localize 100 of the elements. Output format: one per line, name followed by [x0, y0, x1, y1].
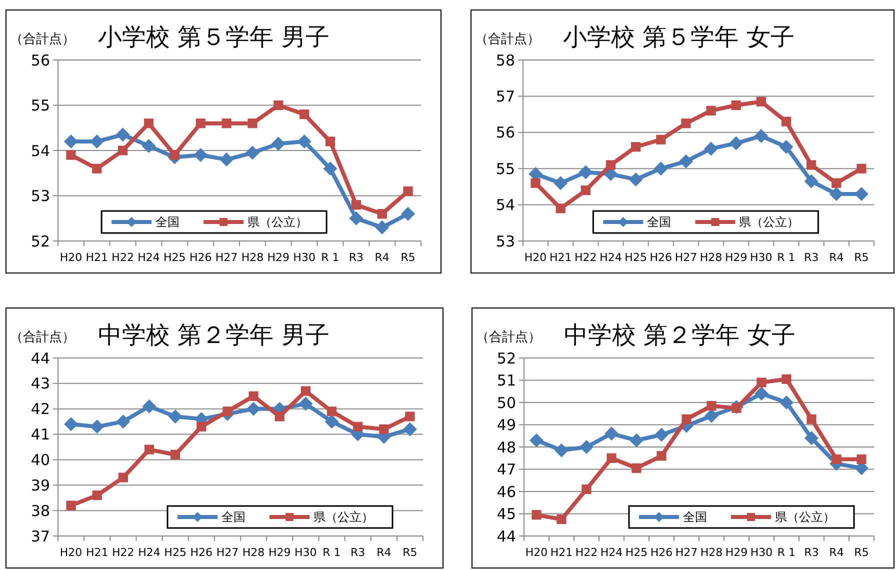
x-tick-label: H28 — [242, 546, 265, 559]
x-tick-label: R4 — [829, 546, 844, 559]
x-tick-label: R5 — [402, 546, 418, 559]
x-tick-label: H27 — [674, 251, 698, 264]
point — [706, 106, 716, 116]
x-tick-label: H25 — [624, 251, 647, 264]
point — [64, 417, 78, 432]
x-tick-label: R3 — [804, 251, 819, 264]
y-tick-label: 44 — [496, 527, 516, 546]
x-tick-label: R3 — [350, 546, 366, 559]
point — [142, 138, 156, 153]
point — [804, 174, 818, 188]
chart-title: 中学校 第２学年 女子 — [564, 321, 796, 349]
point — [324, 414, 339, 429]
point — [116, 128, 130, 142]
point — [274, 100, 284, 110]
point — [754, 386, 768, 401]
point — [351, 200, 361, 210]
legend-label: 全国 — [647, 215, 672, 230]
point — [654, 162, 668, 176]
x-tick-label: H26 — [190, 546, 213, 559]
x-tick-label: H20 — [60, 546, 82, 559]
point — [628, 172, 643, 186]
y-tick-label: 42 — [30, 400, 50, 418]
point — [704, 408, 718, 423]
x-tick-label: H24 — [138, 251, 160, 264]
x-tick-label: H30 — [750, 251, 772, 264]
x-tick-label: H30 — [750, 546, 773, 559]
point — [829, 186, 844, 201]
legend-label: 県（公立） — [248, 215, 308, 230]
point — [780, 396, 794, 410]
x-tick-label: H20 — [525, 546, 548, 559]
x-tick-label: H21 — [549, 251, 572, 264]
point — [271, 136, 286, 151]
x-tick-label: H29 — [724, 251, 748, 264]
x-tick-label: R 1 — [777, 251, 796, 264]
point — [832, 454, 842, 464]
chart-title: 中学校 第２学年 男子 — [98, 321, 330, 349]
point — [604, 426, 618, 441]
y-tick-label: 56 — [496, 124, 515, 142]
point — [856, 164, 866, 174]
legend-label: 県（公立） — [314, 510, 374, 524]
point — [606, 160, 616, 170]
point — [405, 412, 415, 422]
point — [118, 472, 128, 482]
y-axis-title: （合計点） — [10, 32, 75, 47]
point — [274, 412, 284, 422]
point — [806, 414, 816, 424]
point — [656, 134, 666, 144]
point — [403, 186, 413, 196]
x-tick-label: H29 — [268, 546, 291, 559]
point — [632, 463, 642, 473]
y-axis-title: （合計点） — [476, 330, 541, 345]
legend-label: 県（公立） — [739, 215, 800, 230]
point — [756, 378, 766, 388]
point — [706, 401, 716, 411]
x-tick-label: H26 — [189, 251, 212, 264]
point — [804, 431, 818, 446]
x-tick-label: H27 — [675, 546, 698, 559]
y-tick-label: 45 — [496, 505, 516, 523]
y-tick-label: 38 — [30, 502, 50, 520]
point — [375, 220, 390, 234]
point — [856, 454, 866, 464]
y-tick-label: 55 — [496, 160, 515, 178]
point — [196, 118, 206, 128]
point — [170, 450, 180, 460]
point — [92, 164, 102, 174]
point — [66, 150, 76, 160]
point — [248, 118, 258, 128]
x-tick-label: H28 — [700, 546, 723, 559]
x-tick-label: H29 — [725, 546, 748, 559]
x-tick-label: R3 — [804, 546, 819, 559]
x-tick-label: R 1 — [321, 251, 340, 264]
x-tick-label: H20 — [60, 251, 82, 264]
point — [298, 396, 313, 411]
point — [681, 118, 691, 128]
point — [92, 490, 102, 500]
x-tick-label: H26 — [650, 546, 673, 559]
y-tick-label: 55 — [30, 96, 50, 114]
point — [90, 420, 104, 434]
point — [556, 204, 566, 214]
point — [781, 116, 792, 126]
point — [578, 165, 593, 180]
point — [144, 118, 154, 128]
point — [377, 209, 387, 219]
x-tick-label: H21 — [86, 251, 108, 264]
point — [66, 500, 76, 510]
point — [532, 510, 542, 520]
point — [300, 386, 310, 396]
x-tick-label: R4 — [374, 251, 390, 264]
x-tick-label: R5 — [854, 546, 869, 559]
point — [530, 178, 540, 188]
y-tick-label: 51 — [496, 372, 516, 390]
y-tick-label: 57 — [496, 87, 515, 106]
x-tick-label: R4 — [829, 251, 844, 264]
x-tick-label: H22 — [575, 546, 598, 559]
point — [630, 433, 644, 448]
point — [220, 152, 234, 167]
point — [168, 409, 182, 424]
point — [142, 399, 156, 414]
